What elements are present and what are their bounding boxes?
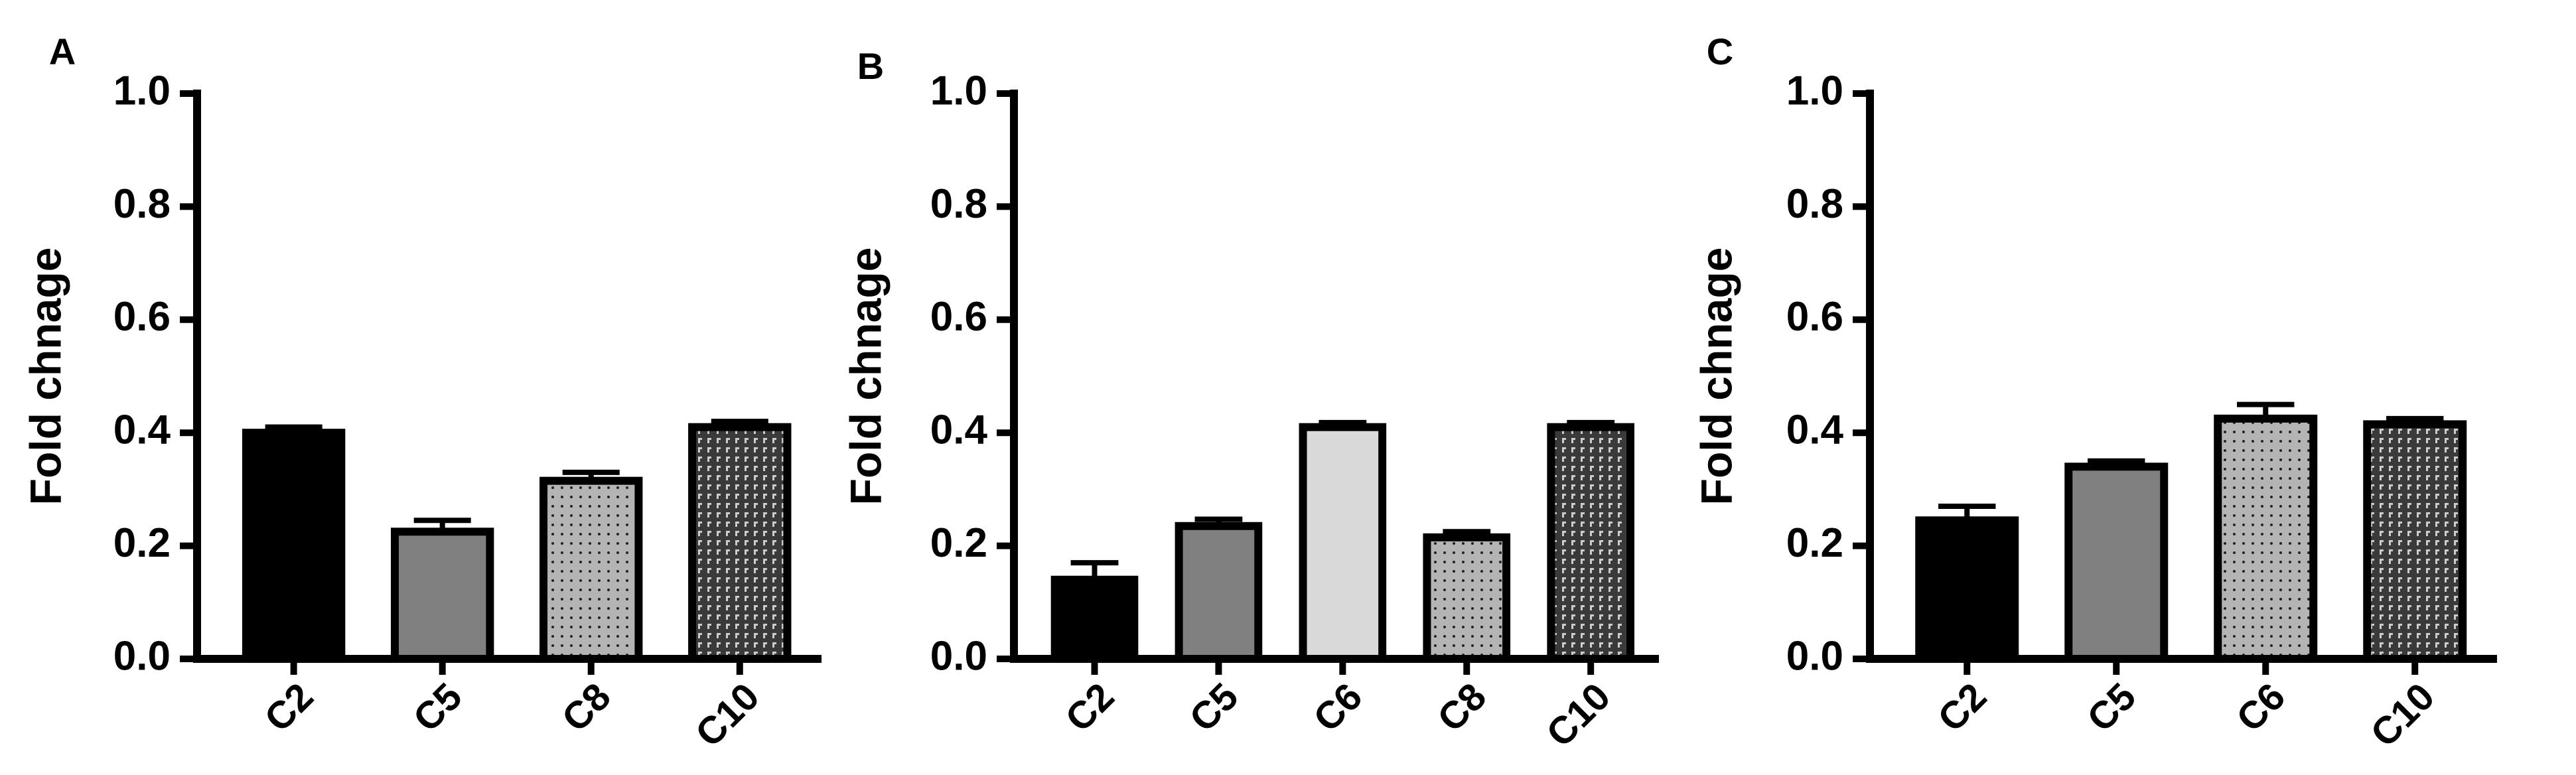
x-tick-label: C5 <box>2079 675 2144 740</box>
panel-label: A <box>49 31 76 72</box>
x-tick-label: C10 <box>1538 675 1618 755</box>
y-tick-label: 0.8 <box>113 181 171 227</box>
y-tick-label: 0.4 <box>930 407 988 453</box>
y-tick-label: 0.6 <box>113 294 171 340</box>
y-axis-label: Fold chnage <box>841 247 890 506</box>
bar <box>539 476 643 663</box>
bar <box>688 423 792 663</box>
bar <box>1915 516 2019 664</box>
x-tick-label: C6 <box>2228 675 2293 740</box>
x-tick-label: C2 <box>1057 675 1122 740</box>
y-tick-label: 0.0 <box>930 633 987 679</box>
y-tick-label: 1.0 <box>930 68 987 113</box>
bar <box>2214 414 2318 664</box>
x-tick-label: C5 <box>1181 675 1246 740</box>
y-tick-label: 0.6 <box>930 294 987 340</box>
x-tick-label: C10 <box>2362 675 2443 755</box>
bar <box>1175 522 1263 664</box>
x-tick-label: C10 <box>687 675 768 755</box>
panel-label: B <box>857 45 884 87</box>
bar <box>242 429 346 663</box>
y-tick-label: 0.8 <box>930 181 987 227</box>
bar <box>1050 575 1139 663</box>
x-tick-label: C8 <box>553 675 618 740</box>
y-tick-label: 0.2 <box>930 520 987 566</box>
y-tick-label: 0.6 <box>1786 294 1843 340</box>
y-tick-label: 0.4 <box>113 407 171 453</box>
bar <box>1547 423 1635 663</box>
bar <box>390 528 494 663</box>
y-tick-label: 0.0 <box>113 633 171 679</box>
y-axis-label: Fold chnage <box>21 247 70 506</box>
y-tick-label: 0.2 <box>1786 520 1843 566</box>
y-tick-label: 1.0 <box>1786 68 1843 113</box>
bar <box>2363 420 2467 663</box>
y-tick-label: 0.0 <box>1786 633 1843 679</box>
bar <box>1299 423 1387 663</box>
x-tick-label: C5 <box>405 675 470 740</box>
bar <box>1423 533 1511 663</box>
y-axis-label: Fold chnage <box>1691 247 1741 506</box>
panel-label: C <box>1707 31 1733 72</box>
bar <box>2064 462 2169 663</box>
y-tick-label: 0.8 <box>1786 181 1843 227</box>
y-tick-label: 0.2 <box>113 520 171 566</box>
x-tick-label: C2 <box>1930 675 1995 740</box>
y-tick-label: 0.4 <box>1786 407 1844 453</box>
x-tick-label: C2 <box>256 675 321 740</box>
x-tick-label: C6 <box>1305 675 1370 740</box>
y-tick-label: 1.0 <box>113 68 171 113</box>
x-tick-label: C8 <box>1429 675 1494 740</box>
